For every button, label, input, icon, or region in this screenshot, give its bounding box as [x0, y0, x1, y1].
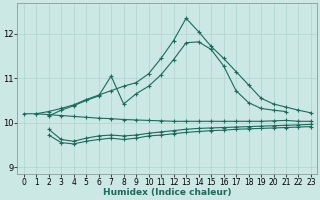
X-axis label: Humidex (Indice chaleur): Humidex (Indice chaleur)	[103, 188, 232, 197]
